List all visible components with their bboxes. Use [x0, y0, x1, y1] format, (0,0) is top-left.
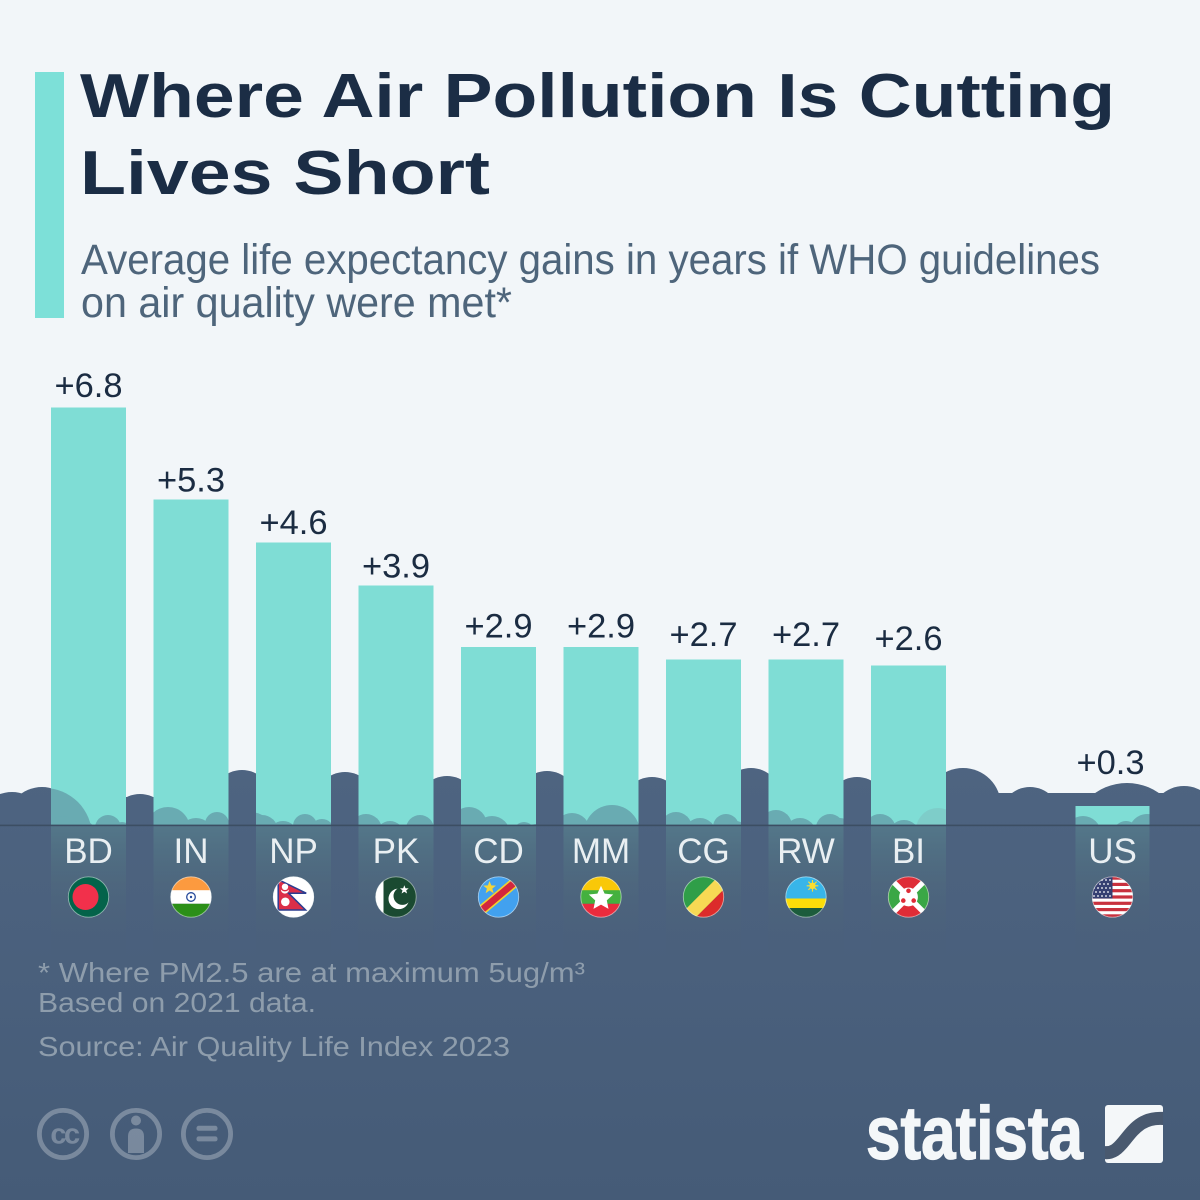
svg-text:+2.7: +2.7 — [669, 616, 737, 654]
svg-text:PK: PK — [373, 832, 420, 871]
svg-text:cc: cc — [50, 1119, 80, 1151]
svg-text:NP: NP — [269, 832, 318, 871]
svg-text:Where Air Pollution Is Cutting: Where Air Pollution Is Cutting — [80, 62, 1115, 131]
svg-text:+4.6: +4.6 — [259, 504, 327, 542]
svg-text:Source: Air Quality Life Index: Source: Air Quality Life Index 2023 — [38, 1031, 510, 1062]
svg-text:on air quality were met*: on air quality were met* — [81, 279, 512, 327]
svg-text:CD: CD — [473, 832, 524, 871]
svg-text:+0.3: +0.3 — [1076, 744, 1144, 782]
svg-text:RW: RW — [777, 832, 835, 871]
svg-text:Based on 2021 data.: Based on 2021 data. — [38, 987, 316, 1018]
svg-text:BI: BI — [892, 832, 925, 871]
svg-text:Lives Short: Lives Short — [80, 139, 490, 208]
svg-text:+2.9: +2.9 — [567, 608, 635, 646]
svg-text:statista: statista — [866, 1091, 1084, 1175]
svg-text:US: US — [1088, 832, 1137, 871]
svg-text:+3.9: +3.9 — [362, 548, 430, 586]
svg-text:+5.3: +5.3 — [157, 462, 225, 500]
svg-text:Average life expectancy gains: Average life expectancy gains in years i… — [81, 236, 1100, 284]
svg-text:+2.9: +2.9 — [464, 608, 532, 646]
svg-text:MM: MM — [572, 832, 630, 871]
svg-text:CG: CG — [677, 832, 730, 871]
svg-text:* Where PM2.5 are at maximum 5: * Where PM2.5 are at maximum 5ug/m³ — [38, 957, 585, 988]
svg-text:IN: IN — [174, 832, 209, 871]
svg-text:+2.7: +2.7 — [772, 616, 840, 654]
svg-text:+2.6: +2.6 — [874, 620, 942, 658]
svg-text:+6.8: +6.8 — [54, 367, 122, 405]
svg-text:BD: BD — [64, 832, 113, 871]
